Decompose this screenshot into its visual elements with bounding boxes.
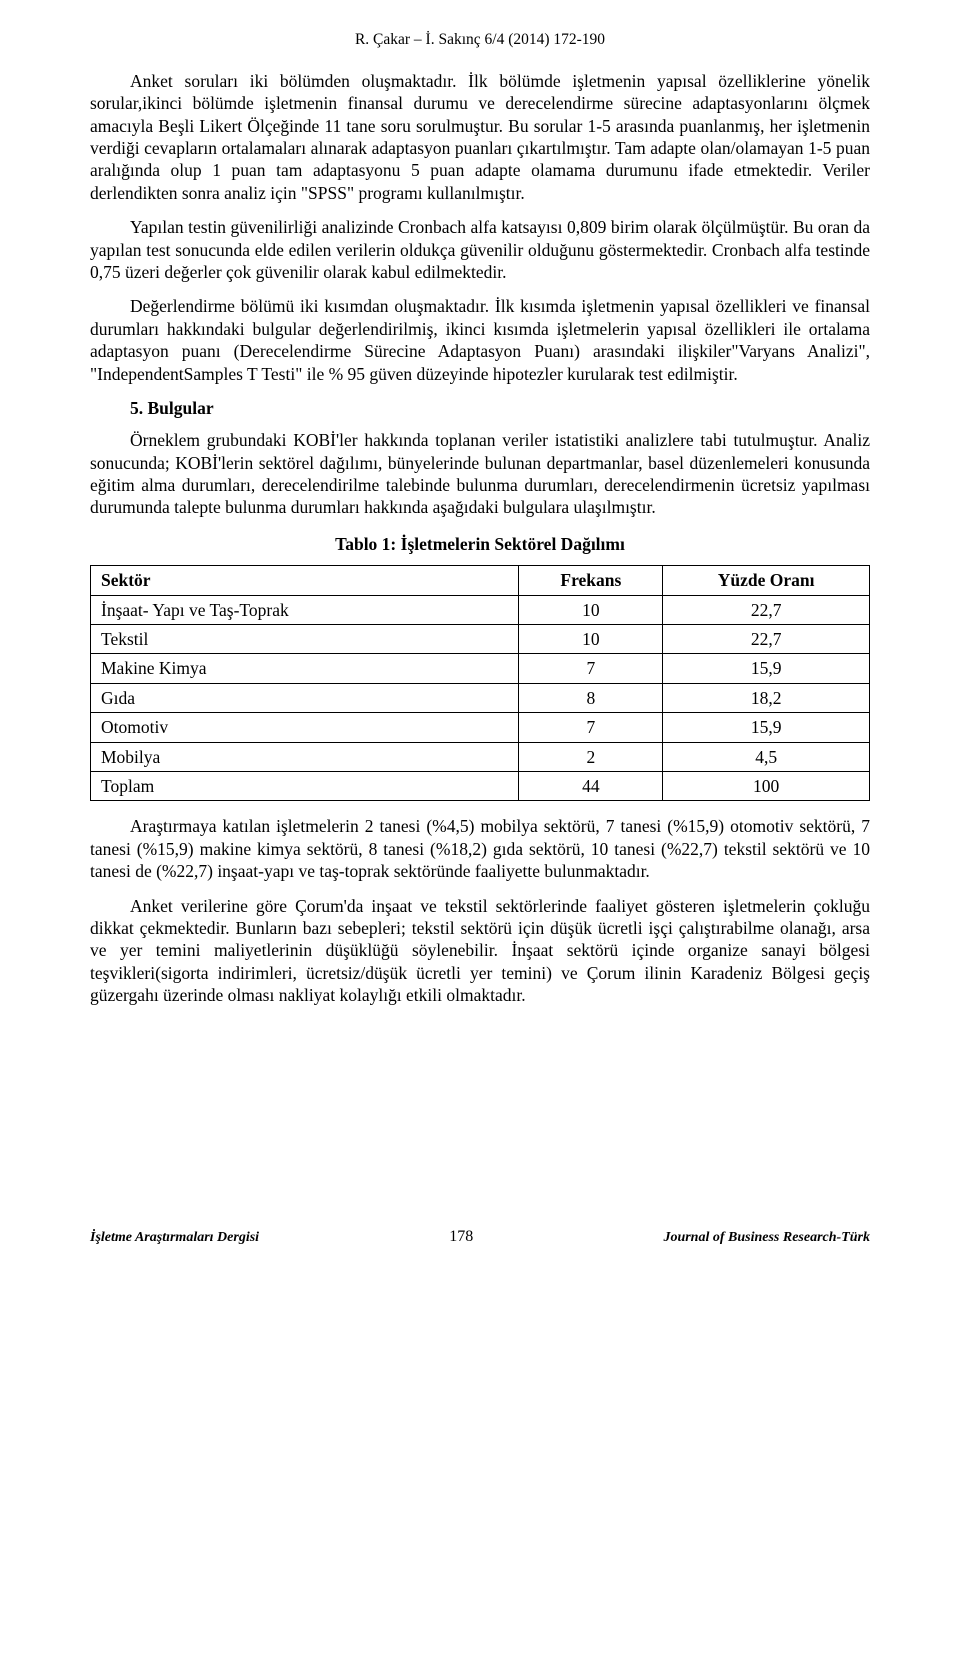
table-row: İnşaat- Yapı ve Taş-Toprak 10 22,7	[91, 595, 870, 624]
footer-journal-right: Journal of Business Research-Türk	[663, 1229, 870, 1247]
table-cell: İnşaat- Yapı ve Taş-Toprak	[91, 595, 519, 624]
table-row: Gıda 8 18,2	[91, 683, 870, 712]
table-cell: 18,2	[663, 683, 870, 712]
table-row: Otomotiv 7 15,9	[91, 713, 870, 742]
table-cell: 15,9	[663, 654, 870, 683]
section-heading-5: 5. Bulgular	[90, 397, 870, 419]
footer-page-number: 178	[449, 1227, 473, 1247]
table-cell: Gıda	[91, 683, 519, 712]
paragraph-1: Anket soruları iki bölümden oluşmaktadır…	[90, 70, 870, 204]
table-row: Makine Kimya 7 15,9	[91, 654, 870, 683]
table-col-sector: Sektör	[91, 566, 519, 595]
footer-journal-left: İşletme Araştırmaları Dergisi	[90, 1229, 259, 1247]
table-cell: Otomotiv	[91, 713, 519, 742]
paragraph-5: Araştırmaya katılan işletmelerin 2 tanes…	[90, 815, 870, 882]
table-cell: 100	[663, 771, 870, 800]
table-cell: 22,7	[663, 595, 870, 624]
paragraph-4: Örneklem grubundaki KOBİ'ler hakkında to…	[90, 429, 870, 519]
table-cell: 15,9	[663, 713, 870, 742]
table-1-sector-distribution: Sektör Frekans Yüzde Oranı İnşaat- Yapı …	[90, 565, 870, 801]
table-cell: Toplam	[91, 771, 519, 800]
table-cell: 44	[519, 771, 663, 800]
paragraph-6: Anket verilerine göre Çorum'da inşaat ve…	[90, 895, 870, 1007]
running-header: R. Çakar – İ. Sakınç 6/4 (2014) 172-190	[90, 30, 870, 50]
table-cell: Makine Kimya	[91, 654, 519, 683]
table-cell: 4,5	[663, 742, 870, 771]
table-cell: 2	[519, 742, 663, 771]
table-cell: Tekstil	[91, 625, 519, 654]
table-col-frequency: Frekans	[519, 566, 663, 595]
table-cell: 8	[519, 683, 663, 712]
table-cell: 7	[519, 654, 663, 683]
table-header-row: Sektör Frekans Yüzde Oranı	[91, 566, 870, 595]
table-cell: 22,7	[663, 625, 870, 654]
table-cell: 7	[519, 713, 663, 742]
table-row: Mobilya 2 4,5	[91, 742, 870, 771]
table-row: Tekstil 10 22,7	[91, 625, 870, 654]
table-row-total: Toplam 44 100	[91, 771, 870, 800]
table-cell: 10	[519, 625, 663, 654]
table-1-title: Tablo 1: İşletmelerin Sektörel Dağılımı	[90, 533, 870, 555]
paragraph-2: Yapılan testin güvenilirliği analizinde …	[90, 216, 870, 283]
paragraph-3: Değerlendirme bölümü iki kısımdan oluşma…	[90, 295, 870, 385]
page-footer: İşletme Araştırmaları Dergisi 178 Journa…	[90, 1227, 870, 1247]
table-cell: 10	[519, 595, 663, 624]
table-cell: Mobilya	[91, 742, 519, 771]
table-col-percent: Yüzde Oranı	[663, 566, 870, 595]
